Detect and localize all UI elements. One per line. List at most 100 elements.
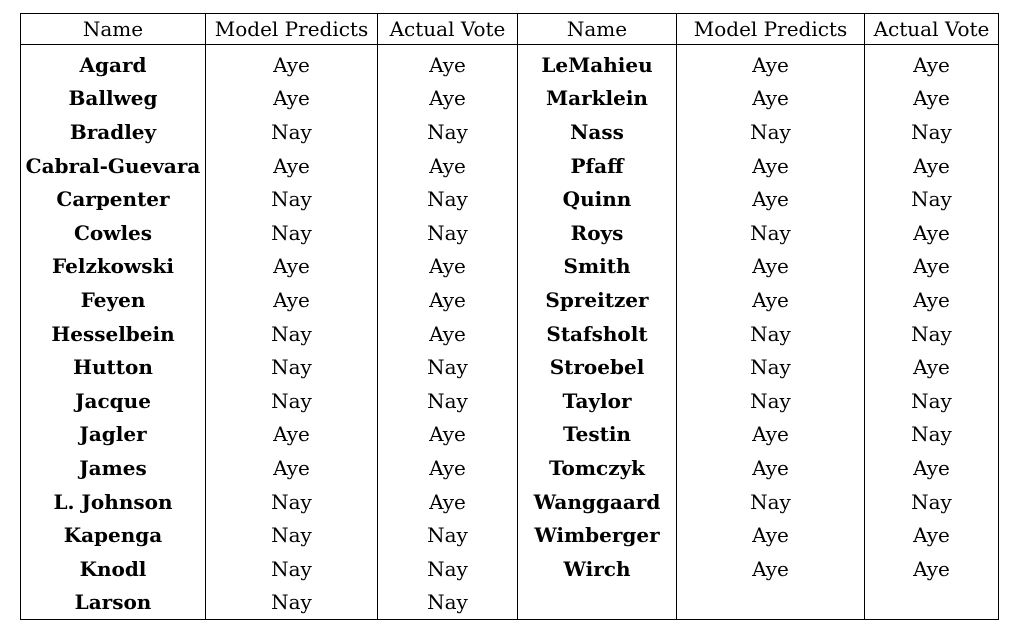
- actual-vote-left: Nay: [377, 115, 518, 149]
- model-prediction-right: Aye: [676, 148, 865, 183]
- senator-name-right: Testin: [517, 417, 677, 452]
- header-name-right: Name: [517, 13, 677, 45]
- senator-name-left: James: [20, 451, 206, 485]
- actual-vote-right: Aye: [864, 518, 999, 552]
- table-row: Jacque Nay Nay Taylor Nay Nay: [20, 383, 999, 418]
- senator-name-right: Wirch: [517, 551, 677, 586]
- senator-name-right: Tomczyk: [517, 451, 677, 485]
- model-prediction-right: Nay: [676, 316, 865, 351]
- model-prediction-left: Aye: [205, 81, 378, 116]
- model-prediction-right: Aye: [676, 182, 865, 216]
- senator-name-right: [517, 585, 677, 621]
- model-prediction-right: Nay: [676, 350, 865, 384]
- actual-vote-right: Aye: [864, 451, 999, 485]
- senator-name-right: Spreitzer: [517, 283, 677, 317]
- model-prediction-right: Aye: [676, 551, 865, 586]
- model-prediction-left: Aye: [205, 249, 378, 284]
- actual-vote-right: Aye: [864, 81, 999, 116]
- model-prediction-left: Nay: [205, 182, 378, 216]
- senator-name-right: Stafsholt: [517, 316, 677, 351]
- senator-name-right: Wanggaard: [517, 484, 677, 519]
- model-prediction-right: Aye: [676, 518, 865, 552]
- model-prediction-left: Aye: [205, 451, 378, 485]
- table-row: L. Johnson Nay Aye Wanggaard Nay Nay: [20, 484, 999, 519]
- actual-vote-left: Aye: [377, 81, 518, 116]
- table-row: Kapenga Nay Nay Wimberger Aye Aye: [20, 518, 999, 552]
- actual-vote-left: Aye: [377, 44, 518, 82]
- model-prediction-right: Aye: [676, 81, 865, 116]
- actual-vote-right: Nay: [864, 115, 999, 149]
- model-prediction-left: Nay: [205, 215, 378, 250]
- actual-vote-left: Nay: [377, 350, 518, 384]
- senator-name-right: Smith: [517, 249, 677, 284]
- senator-name-left: L. Johnson: [20, 484, 206, 519]
- header-name-left: Name: [20, 13, 206, 45]
- model-prediction-left: Nay: [205, 383, 378, 418]
- model-prediction-right: Nay: [676, 115, 865, 149]
- model-prediction-right: Aye: [676, 417, 865, 452]
- model-prediction-left: Aye: [205, 44, 378, 82]
- actual-vote-left: Nay: [377, 215, 518, 250]
- table-row: James Aye Aye Tomczyk Aye Aye: [20, 451, 999, 485]
- actual-vote-right: Aye: [864, 148, 999, 183]
- senator-name-left: Knodl: [20, 551, 206, 586]
- actual-vote-right: Nay: [864, 484, 999, 519]
- actual-vote-left: Aye: [377, 316, 518, 351]
- senator-name-right: Quinn: [517, 182, 677, 216]
- header-model-predicts-left: Model Predicts: [205, 13, 378, 45]
- model-prediction-right: Nay: [676, 383, 865, 418]
- senator-name-left: Hesselbein: [20, 316, 206, 351]
- senator-name-right: LeMahieu: [517, 44, 677, 82]
- header-row: Name Model Predicts Actual Vote Name Mod…: [20, 13, 999, 45]
- actual-vote-right: Nay: [864, 316, 999, 351]
- table-row: Cowles Nay Nay Roys Nay Aye: [20, 215, 999, 250]
- senator-name-right: Taylor: [517, 383, 677, 418]
- model-prediction-left: Nay: [205, 115, 378, 149]
- header-model-predicts-right: Model Predicts: [676, 13, 865, 45]
- model-prediction-left: Nay: [205, 518, 378, 552]
- table-row: Hesselbein Nay Aye Stafsholt Nay Nay: [20, 316, 999, 351]
- senator-name-left: Bradley: [20, 115, 206, 149]
- table-body: Agard Aye Aye LeMahieu Aye Aye Ballweg Aye Aye Ma…: [20, 44, 999, 621]
- senator-name-right: Wimberger: [517, 518, 677, 552]
- senator-name-left: Carpenter: [20, 182, 206, 216]
- actual-vote-left: Aye: [377, 148, 518, 183]
- actual-vote-left: Aye: [377, 451, 518, 485]
- senator-name-right: Nass: [517, 115, 677, 149]
- model-prediction-right: Nay: [676, 484, 865, 519]
- model-prediction-left: Aye: [205, 417, 378, 452]
- senator-name-right: Marklein: [517, 81, 677, 116]
- actual-vote-left: Nay: [377, 182, 518, 216]
- vote-table-container: Name Model Predicts Actual Vote Name Mod…: [20, 13, 999, 621]
- actual-vote-right: Aye: [864, 551, 999, 586]
- model-prediction-right: [676, 585, 865, 621]
- senator-name-left: Felzkowski: [20, 249, 206, 284]
- vote-prediction-table: Name Model Predicts Actual Vote Name Mod…: [20, 13, 999, 621]
- table-row: Cabral-Guevara Aye Aye Pfaff Aye Aye: [20, 148, 999, 183]
- actual-vote-left: Nay: [377, 383, 518, 418]
- senator-name-right: Pfaff: [517, 148, 677, 183]
- model-prediction-left: Aye: [205, 148, 378, 183]
- actual-vote-left: Aye: [377, 417, 518, 452]
- actual-vote-left: Nay: [377, 518, 518, 552]
- table-row: Bradley Nay Nay Nass Nay Nay: [20, 115, 999, 149]
- senator-name-left: Agard: [20, 44, 206, 82]
- actual-vote-right: Nay: [864, 417, 999, 452]
- table-row: Feyen Aye Aye Spreitzer Aye Aye: [20, 283, 999, 317]
- model-prediction-right: Aye: [676, 283, 865, 317]
- model-prediction-right: Aye: [676, 249, 865, 284]
- table-row: Knodl Nay Nay Wirch Aye Aye: [20, 551, 999, 586]
- model-prediction-left: Nay: [205, 585, 378, 621]
- model-prediction-left: Nay: [205, 551, 378, 586]
- actual-vote-left: Aye: [377, 249, 518, 284]
- senator-name-left: Jagler: [20, 417, 206, 452]
- model-prediction-right: Aye: [676, 44, 865, 82]
- actual-vote-right: Aye: [864, 249, 999, 284]
- actual-vote-left: Aye: [377, 484, 518, 519]
- senator-name-left: Larson: [20, 585, 206, 621]
- header-actual-vote-left: Actual Vote: [377, 13, 518, 45]
- table-row: Ballweg Aye Aye Marklein Aye Aye: [20, 81, 999, 116]
- senator-name-left: Hutton: [20, 350, 206, 384]
- table-row: Carpenter Nay Nay Quinn Aye Nay: [20, 182, 999, 216]
- model-prediction-left: Nay: [205, 316, 378, 351]
